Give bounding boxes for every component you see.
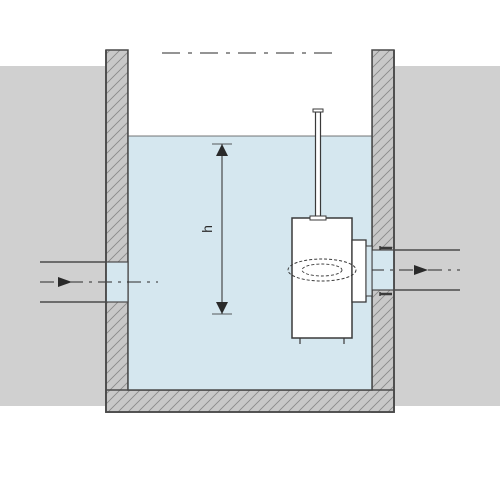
dimension-h-label: h xyxy=(199,225,215,233)
tank-diagram: h xyxy=(0,0,500,500)
